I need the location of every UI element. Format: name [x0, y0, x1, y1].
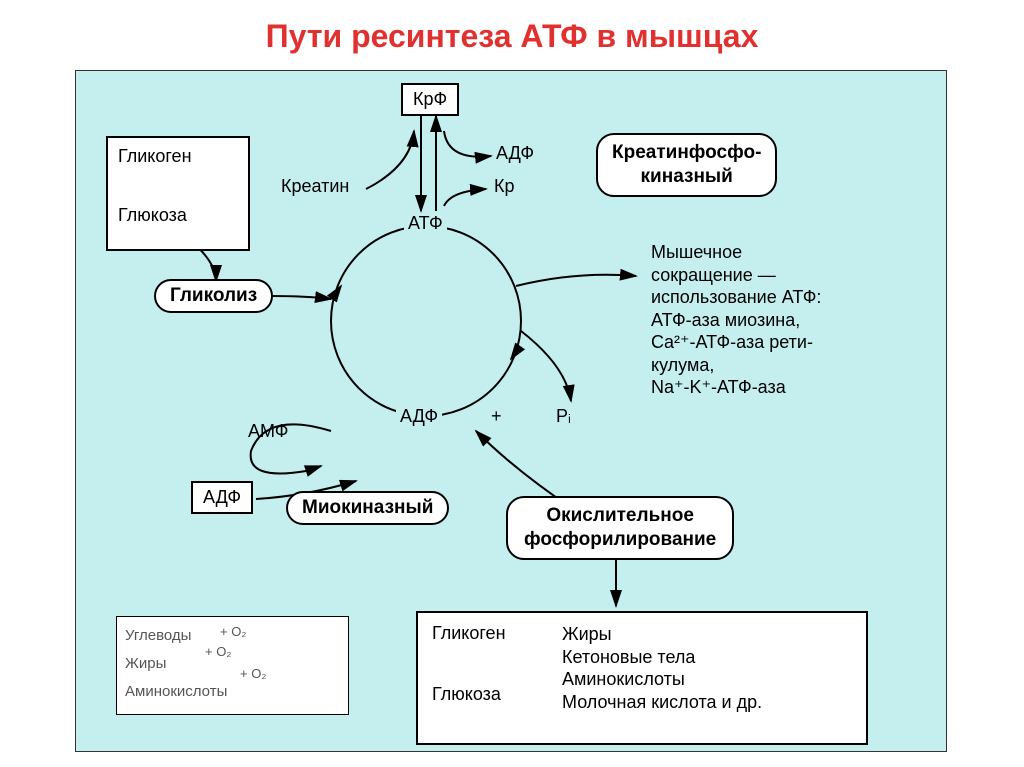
page-title: Пути ресинтеза АТФ в мышцах — [0, 0, 1024, 55]
label-pi: Pᵢ — [556, 406, 571, 427]
inset-o2-3: + O₂ — [240, 665, 266, 683]
inset-fats: Жиры — [125, 653, 166, 674]
label-kr: Кр — [494, 176, 515, 197]
label-sub-glucose: Глюкоза — [432, 684, 562, 705]
label-adf-center: АДФ — [396, 406, 442, 427]
node-glycogen-glucose: Гликоген Глюкоза — [106, 136, 250, 251]
node-miokinazny: Миокиназный — [286, 491, 449, 525]
node-oxidative: Окислительное фосфорилирование — [506, 496, 734, 560]
text-muscle-contraction: Мышечное сокращение — использование АТФ:… — [651, 241, 931, 399]
label-sub-right: Жиры Кетоновые тела Аминокислоты Молочна… — [562, 623, 852, 733]
label-adf-top: АДФ — [496, 143, 534, 164]
diagram-canvas: КрФ АДФ Кр Креатин Креатинфосфо- киназны… — [75, 70, 947, 752]
label-amf: АМФ — [248, 421, 288, 442]
inset-o2-2: + O₂ — [205, 643, 231, 661]
node-kreatinfosfo: Креатинфосфо- киназный — [596, 133, 777, 197]
inset-o2-1: + O₂ — [220, 623, 246, 641]
label-sub-glycogen: Гликоген — [432, 623, 562, 644]
label-plus: + — [491, 406, 502, 427]
node-adf-left: АДФ — [191, 481, 253, 514]
label-atf: АТФ — [404, 213, 447, 234]
label-kreatin: Креатин — [281, 176, 349, 197]
label-glucose: Глюкоза — [118, 205, 238, 226]
inset-amino: Аминокислоты — [125, 681, 227, 702]
inset-substrates-o2: Углеводы Жиры Аминокислоты + O₂ + O₂ + O… — [116, 616, 349, 715]
inset-carbs: Углеводы — [125, 625, 191, 646]
node-krf: КрФ — [401, 83, 459, 116]
node-glycolysis: Гликолиз — [154, 279, 273, 313]
label-glycogen: Гликоген — [118, 146, 238, 167]
node-substrates: Гликоген Глюкоза Жиры Кетоновые тела Ами… — [416, 611, 868, 745]
